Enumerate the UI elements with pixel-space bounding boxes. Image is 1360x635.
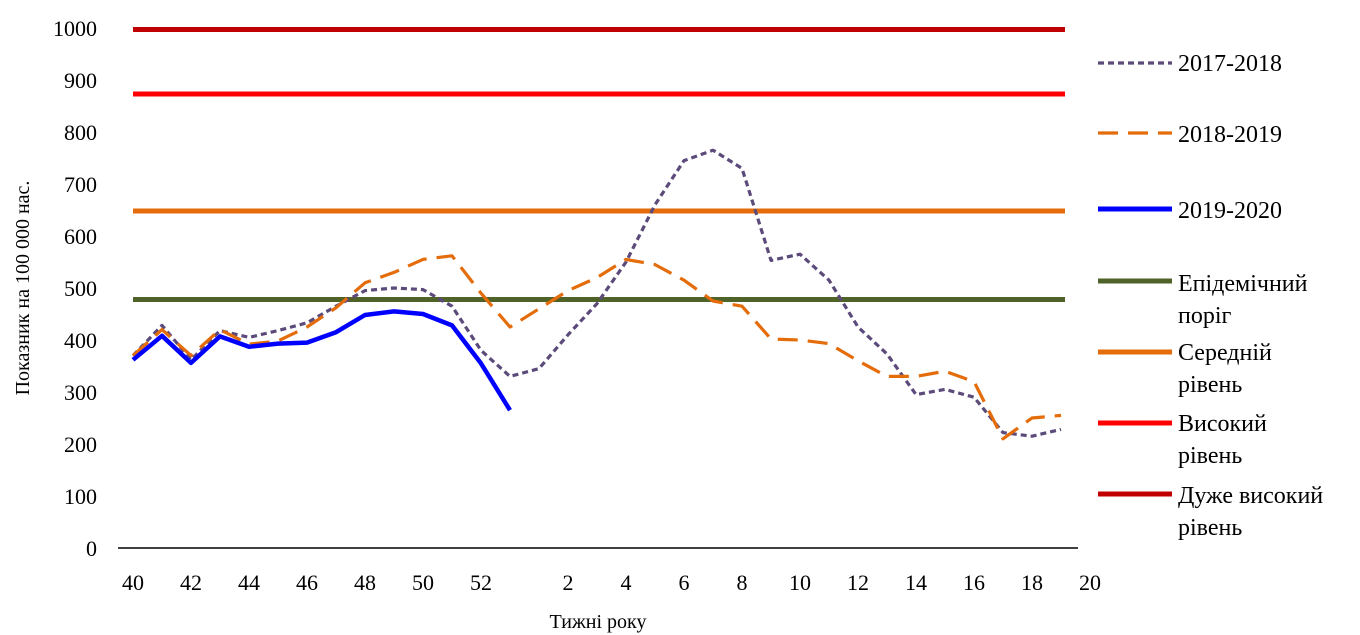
x-tick-label: 10: [789, 570, 811, 595]
legend-label-дуже-високий-рівень: Дуже високий рівень: [1178, 483, 1323, 541]
y-tick-label: 100: [64, 484, 97, 509]
x-tick-label: 14: [905, 570, 927, 595]
x-tick-label: 40: [122, 570, 144, 595]
x-tick-label: 12: [847, 570, 869, 595]
x-axis-title: Тижні року: [550, 611, 647, 633]
x-tick-label: 52: [470, 570, 492, 595]
x-tick-label: 50: [412, 570, 434, 595]
x-tick-label: 8: [737, 570, 748, 595]
x-tick-label: 48: [354, 570, 376, 595]
y-tick-label: 500: [64, 276, 97, 301]
y-tick-label: 600: [64, 224, 97, 249]
x-tick-label: 46: [296, 570, 318, 595]
y-tick-label: 900: [64, 68, 97, 93]
x-tick-label: 20: [1079, 570, 1101, 595]
plot-area: [131, 27, 1065, 441]
y-tick-label: 300: [64, 380, 97, 405]
y-tick-label: 700: [64, 172, 97, 197]
legend: 2017-2018 2018-2019 2019-2020 Епідемічний п…: [1098, 51, 1323, 541]
legend-label-епідемічний-поріг: Епідемічний поріг: [1178, 271, 1308, 329]
x-tick-label: 42: [180, 570, 202, 595]
x-tick-label: 18: [1021, 570, 1043, 595]
y-tick-label: 200: [64, 432, 97, 457]
y-tick-label: 0: [86, 536, 97, 561]
x-tick-labels: 40 42 44 46 48 50 52 2 4 6 8 10 12 14 16 18 20: [122, 570, 1101, 595]
legend-label-високий-рівень: Високий рівень: [1178, 411, 1267, 469]
legend-label-2017-2018: 2017-2018: [1178, 51, 1282, 77]
series-line-2019-2020: [131, 309, 512, 412]
y-tick-labels: 0 100 200 300 400 500 600 700 800 900 1000: [53, 16, 97, 561]
x-tick-label: 44: [238, 570, 260, 595]
y-axis-title: Показник на 100 000 нас.: [12, 181, 34, 396]
x-tick-label: 4: [621, 570, 632, 595]
x-tick-label: 6: [679, 570, 690, 595]
x-tick-label: 16: [963, 570, 985, 595]
y-tick-label: 1000: [53, 16, 97, 41]
y-tick-label: 400: [64, 328, 97, 353]
legend-label-2018-2019: 2018-2019: [1178, 122, 1282, 148]
x-tick-label: 2: [563, 570, 574, 595]
legend-label-середній-рівень: Середній рівень: [1178, 340, 1272, 398]
series-line-2018-2019: [131, 254, 1062, 441]
y-tick-label: 800: [64, 120, 97, 145]
series-line-2017-2018: [131, 148, 1062, 438]
legend-label-2019-2020: 2019-2020: [1178, 198, 1282, 224]
